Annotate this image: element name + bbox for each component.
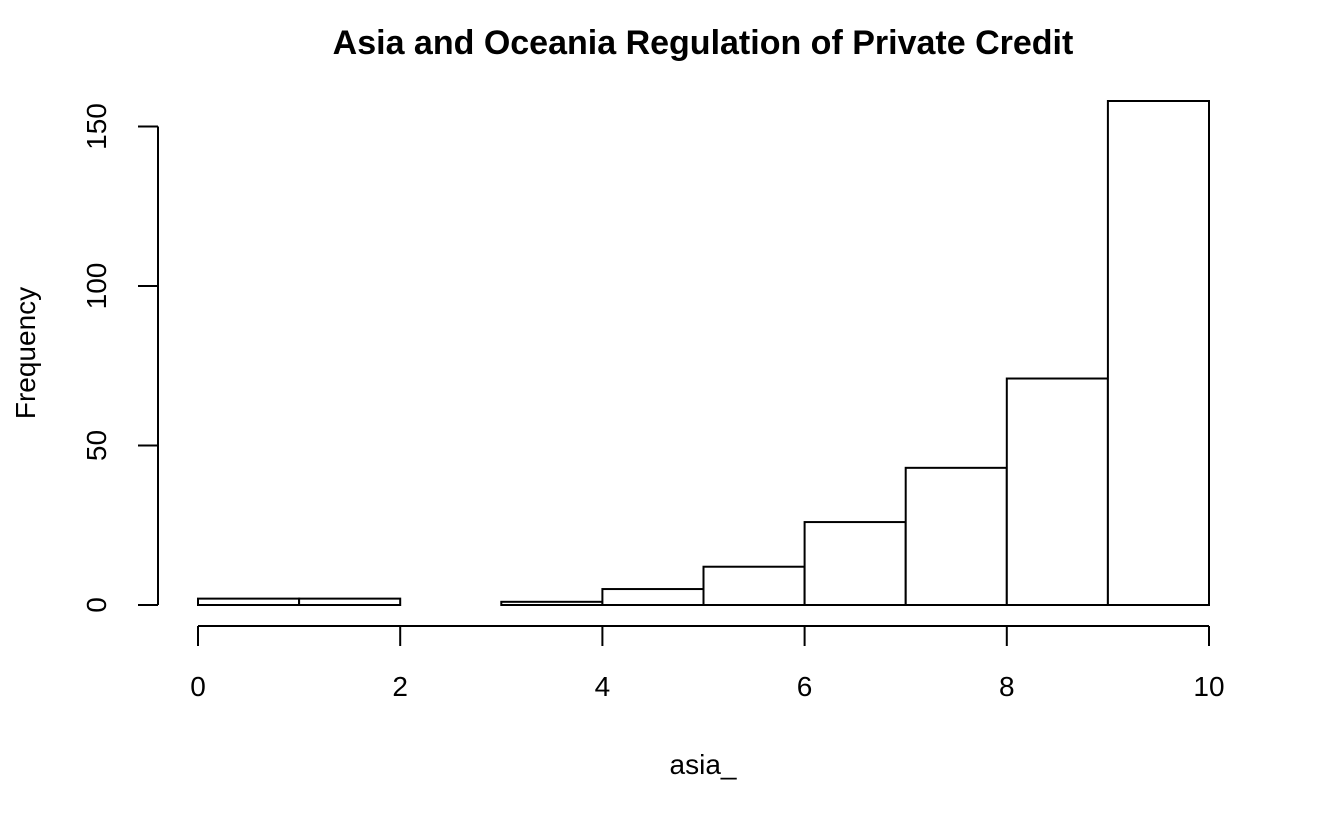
chart-title: Asia and Oceania Regulation of Private C…: [333, 24, 1074, 62]
histogram-bar: [1106, 100, 1211, 606]
histogram-bar: [500, 600, 604, 606]
histogram-bar: [197, 597, 301, 606]
histogram-bar: [601, 588, 705, 607]
x-tick-label: 8: [999, 671, 1015, 702]
x-tick-label: 10: [1193, 671, 1224, 702]
bars-group: [197, 100, 1211, 607]
y-tick-label: 150: [81, 103, 112, 150]
histogram-bar: [803, 521, 907, 606]
x-tick-label: 6: [797, 671, 813, 702]
y-tick-label: 50: [81, 430, 112, 461]
y-tick-label: 0: [81, 597, 112, 613]
histogram-bar: [1005, 377, 1109, 606]
x-tick-label: 0: [190, 671, 206, 702]
x-tick-label: 2: [392, 671, 408, 702]
x-axis-label: asia_: [670, 749, 737, 780]
histogram-bar: [702, 565, 806, 606]
x-tick-label: 4: [595, 671, 611, 702]
y-axis: 0 50 100 150: [81, 103, 159, 613]
y-tick-label: 100: [81, 263, 112, 310]
y-axis-label: Frequency: [10, 287, 41, 419]
histogram-bar: [904, 466, 1008, 606]
histogram-bar: [298, 597, 402, 606]
x-axis: 0 2 4 6 8 10: [190, 625, 1225, 702]
